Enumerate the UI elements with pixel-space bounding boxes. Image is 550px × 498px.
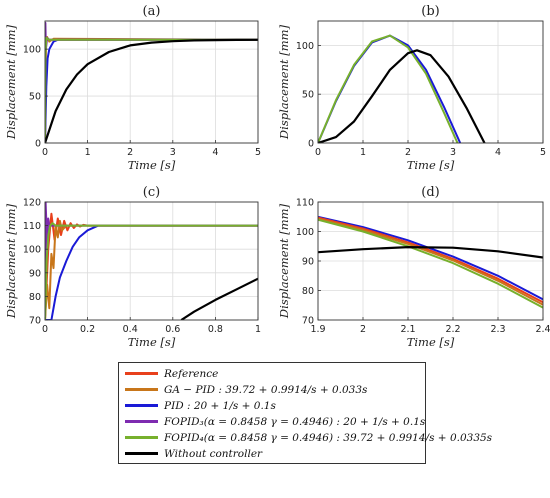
x-tick-label: 2 <box>360 324 366 335</box>
series-line-fopid4 <box>45 222 258 320</box>
legend-item-fopid3: FOPID₃(α = 0.8458 γ = 0.4946) : 20 + 1/s… <box>125 415 425 428</box>
series-line-reference <box>45 212 258 320</box>
series-line-without <box>180 277 258 320</box>
legend-item-fopid4: FOPID₄(α = 0.8458 γ = 0.4946) : 39.72 + … <box>125 431 492 444</box>
y-tick-label: 70 <box>29 316 41 327</box>
x-tick-label: 2.3 <box>490 324 505 335</box>
series-line-pid <box>45 224 258 320</box>
subplot-4: 1.9 2 2.1 2.2 2.3 2.4 70 80 90 100 110 (d) Time [s] D… <box>277 185 550 349</box>
x-tick-label: 1.9 <box>310 324 325 335</box>
series-line-ga_pid <box>45 219 258 320</box>
y-tick-label: 80 <box>29 292 41 303</box>
legend: Reference GA − PID : 39.72 + 0.9914/s + … <box>118 362 492 464</box>
legend-swatch-reference <box>125 372 158 375</box>
legend-label-without: Without controller <box>164 447 263 460</box>
x-tick-label: 0 <box>42 147 48 158</box>
y-tick-label: 110 <box>23 221 41 232</box>
y-tick-label: 110 <box>296 198 314 209</box>
series-line-reference <box>45 38 258 143</box>
legend-swatch-pid <box>125 404 158 407</box>
legend-swatch-without <box>125 452 158 455</box>
series-line-pid <box>318 34 462 143</box>
series-line-fopid4 <box>318 218 543 309</box>
y-tick-label: 90 <box>302 257 314 268</box>
x-tick-label: 0 <box>315 147 321 158</box>
series-line-fopid4 <box>45 36 258 143</box>
x-tick-label: 0 <box>42 324 48 335</box>
legend-swatch-fopid3 <box>125 420 158 423</box>
x-tick-label: 5 <box>540 147 546 158</box>
x-tick-label: 3 <box>450 147 456 158</box>
subplot-title: (c) <box>143 185 160 200</box>
legend-label-reference: Reference <box>164 367 219 380</box>
subplot-title: (d) <box>421 185 439 200</box>
legend-swatch-ga-pid <box>125 388 158 391</box>
series-line-ga_pid <box>318 217 543 306</box>
x-axis-label: Time [s] <box>128 158 176 172</box>
y-tick-label: 90 <box>29 268 41 279</box>
subplot-3: 0 0.2 0.4 0.6 0.8 1 70 80 90 100 110 120 (c) Time [s]… <box>4 185 261 349</box>
y-tick-label: 100 <box>23 45 41 56</box>
x-tick-label: 2.2 <box>445 324 460 335</box>
series-line-ga_pid <box>45 36 258 143</box>
x-tick-label: 3 <box>170 147 176 158</box>
x-tick-label: 1 <box>255 324 261 335</box>
plot-frame <box>44 201 259 321</box>
x-axis-label: Time [s] <box>128 335 176 349</box>
y-tick-label: 120 <box>23 198 41 209</box>
plot-frame <box>317 20 544 144</box>
series-line-without <box>318 246 543 259</box>
legend-item-ga-pid: GA − PID : 39.72 + 0.9914/s + 0.033s <box>125 383 367 396</box>
x-tick-label: 2 <box>127 147 133 158</box>
legend-item-without: Without controller <box>125 447 262 460</box>
legend-label-fopid4: FOPID₄(α = 0.8458 γ = 0.4946) : 39.72 + … <box>164 431 493 444</box>
series-line-fopid4 <box>318 34 459 143</box>
legend-swatch-fopid4 <box>125 436 158 439</box>
y-axis-label: Displacement [mm] <box>4 24 18 140</box>
y-tick-label: 100 <box>296 227 314 238</box>
x-tick-label: 0.4 <box>123 324 138 335</box>
x-tick-label: 1 <box>85 147 91 158</box>
y-tick-label: 0 <box>35 139 41 150</box>
x-tick-label: 2.1 <box>400 324 415 335</box>
x-tick-label: 5 <box>255 147 261 158</box>
x-tick-label: 2.4 <box>535 324 550 335</box>
series-line-without <box>318 49 486 143</box>
x-tick-label: 4 <box>212 147 218 158</box>
x-tick-label: 0.8 <box>208 324 223 335</box>
y-tick-label: 100 <box>23 245 41 256</box>
series-line-without <box>45 38 258 143</box>
y-tick-label: 80 <box>302 286 314 297</box>
subplot-title: (b) <box>421 4 439 19</box>
legend-label-ga-pid: GA − PID : 39.72 + 0.9914/s + 0.033s <box>164 383 368 396</box>
y-tick-label: 50 <box>302 90 314 101</box>
y-tick-label: 100 <box>296 41 314 52</box>
y-tick-label: 50 <box>29 92 41 103</box>
series-line-reference <box>318 216 543 304</box>
y-tick-label: 0 <box>308 139 314 150</box>
series-line-pid <box>45 38 258 143</box>
legend-item-reference: Reference <box>125 367 218 380</box>
x-tick-label: 0.6 <box>165 324 180 335</box>
plot-frame <box>44 20 259 144</box>
y-tick-label: 70 <box>302 316 314 327</box>
legend-label-pid: PID : 20 + 1/s + 0.1s <box>164 399 276 412</box>
x-tick-label: 2 <box>405 147 411 158</box>
y-axis-label: Displacement [mm] <box>4 203 18 319</box>
subplot-title: (a) <box>143 4 161 19</box>
legend-item-pid: PID : 20 + 1/s + 0.1s <box>125 399 276 412</box>
series-line-fopid3 <box>45 202 258 320</box>
y-axis-label: Displacement [mm] <box>277 203 291 319</box>
x-axis-label: Time [s] <box>407 335 455 349</box>
x-tick-label: 1 <box>360 147 366 158</box>
x-tick-label: 4 <box>495 147 501 158</box>
legend-label-fopid3: FOPID₃(α = 0.8458 γ = 0.4946) : 20 + 1/s… <box>164 415 426 428</box>
x-axis-label: Time [s] <box>407 158 455 172</box>
x-tick-label: 0.2 <box>80 324 95 335</box>
y-axis-label: Displacement [mm] <box>277 24 291 140</box>
